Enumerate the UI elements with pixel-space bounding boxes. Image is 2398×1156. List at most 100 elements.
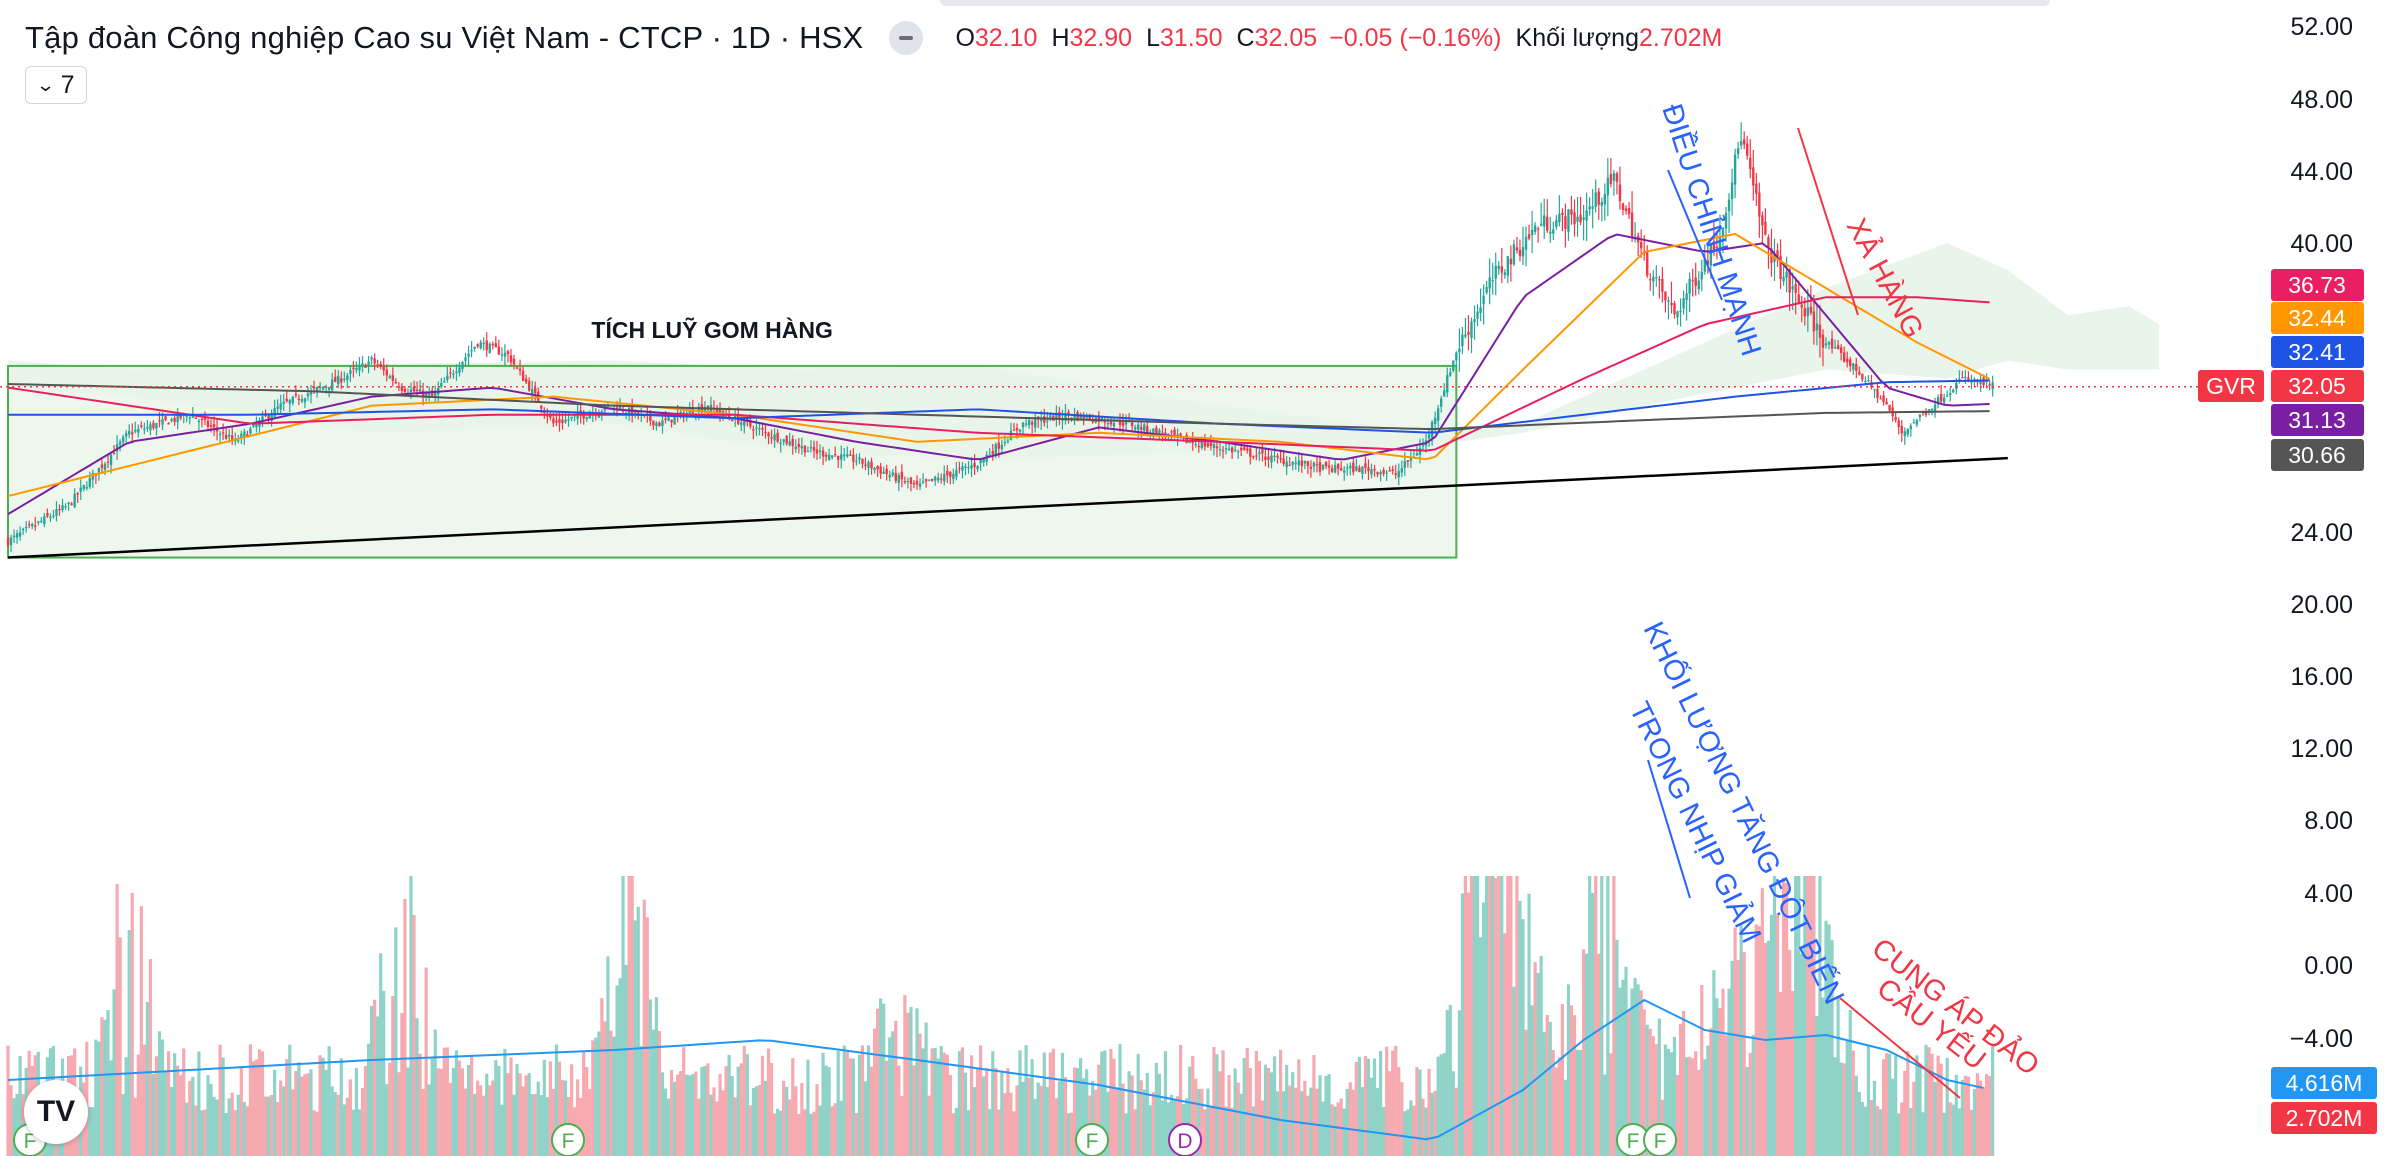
candle-body — [185, 415, 188, 417]
candle-body — [1173, 429, 1176, 436]
volume-bar — [839, 1100, 843, 1156]
volume-bar — [330, 1086, 334, 1156]
moving-average-line-1[interactable] — [7, 233, 1990, 516]
price-tag[interactable] — [2271, 370, 2364, 402]
volume-bar — [1624, 966, 1628, 1156]
candle-body — [243, 431, 246, 437]
candle-body — [40, 520, 43, 523]
indicators-toggle-button[interactable]: ⌄ 7 — [25, 66, 87, 104]
volume-bar — [733, 1097, 737, 1156]
candle-body — [688, 409, 691, 414]
price-tag[interactable] — [2271, 404, 2364, 436]
candle-body — [503, 352, 507, 357]
candle-body — [927, 479, 931, 481]
volume-bar — [1751, 1034, 1755, 1156]
candle-body — [1812, 311, 1816, 332]
volume-bar — [606, 956, 610, 1156]
moving-average-line-4[interactable] — [8, 379, 1990, 434]
candle-body — [449, 372, 452, 374]
price-axis-tick: 52.00 — [2290, 13, 2353, 41]
volume-bar — [1151, 1092, 1155, 1156]
moving-average-line-2[interactable] — [7, 232, 1991, 498]
volume-bar — [294, 1071, 298, 1156]
volume-bar — [479, 1085, 483, 1156]
volume-bar — [1988, 1076, 1992, 1156]
volume-bar — [466, 1065, 471, 1156]
event-marker[interactable] — [1168, 1123, 1202, 1156]
support-trend-line[interactable] — [7, 456, 2008, 559]
volume-bar — [203, 1109, 207, 1156]
close-value: 32.05 — [1254, 23, 1318, 52]
volume-bar — [1933, 1081, 1937, 1156]
volume-bar — [963, 1072, 968, 1156]
volume-bar — [745, 1054, 749, 1156]
symbol-tag[interactable] — [2198, 370, 2264, 402]
candle-body — [1067, 411, 1070, 415]
candle-body — [1903, 431, 1906, 437]
candle-body — [1340, 467, 1343, 471]
volume-bar — [1094, 1089, 1098, 1156]
candle-body — [43, 516, 46, 525]
moving-average-line-5[interactable] — [7, 382, 1990, 431]
price-axis-tick: 40.00 — [2290, 230, 2353, 258]
price-tag[interactable] — [2271, 336, 2364, 368]
candle-body — [376, 364, 379, 366]
volume-bar — [1957, 1108, 1961, 1156]
tradingview-logo-icon[interactable]: TV — [24, 1080, 88, 1144]
volume-bar — [1512, 986, 1516, 1156]
volume-bar — [1030, 1058, 1034, 1156]
candle-body — [221, 432, 225, 434]
volume-bar — [342, 1104, 346, 1156]
volume-moving-average-line[interactable] — [7, 998, 1984, 1141]
candle-body — [1673, 303, 1676, 315]
collapse-legend-button[interactable] — [889, 21, 924, 55]
volume-tag[interactable] — [2271, 1067, 2377, 1099]
volume-bar — [1557, 1057, 1561, 1156]
candle-body — [409, 389, 413, 392]
volume-bar — [106, 1009, 110, 1156]
volume-bar — [1291, 1072, 1295, 1156]
event-marker[interactable] — [551, 1123, 585, 1156]
candle-body — [1000, 444, 1004, 450]
candle-body — [1324, 461, 1328, 467]
candle-body — [1933, 404, 1937, 413]
price-tag[interactable] — [2271, 302, 2364, 334]
volume-bar — [345, 1097, 349, 1156]
volume-bar — [448, 1082, 452, 1156]
candle-body — [758, 428, 761, 430]
candle-body — [1909, 425, 1913, 430]
volume-bar — [115, 884, 119, 1156]
volume-bar — [1430, 1092, 1434, 1156]
candle-body — [1967, 377, 1970, 381]
candle-body — [137, 428, 140, 433]
volume-bar — [1760, 888, 1764, 1156]
symbol-title[interactable]: Tập đoàn Công nghiệp Cao su Việt Nam - C… — [25, 20, 864, 55]
volume-bar — [200, 1110, 204, 1156]
candle-body — [1567, 209, 1570, 232]
candle-body — [933, 476, 937, 481]
candle-body — [1003, 442, 1007, 444]
volume-bar — [748, 1105, 752, 1156]
moving-average-line-3[interactable] — [7, 296, 1990, 452]
candle-body — [840, 454, 843, 460]
volume-bar — [854, 1113, 858, 1156]
price-tag[interactable] — [2271, 269, 2364, 301]
volume-bar — [836, 1050, 840, 1156]
candle-body — [1427, 434, 1431, 439]
volume-bar — [1639, 990, 1643, 1156]
candle-body — [1109, 420, 1113, 425]
volume-bar — [1115, 1087, 1119, 1156]
accumulation-box[interactable] — [7, 364, 1458, 559]
candle-body — [546, 414, 549, 417]
candle-body — [1097, 415, 1100, 423]
volume-tag[interactable] — [2271, 1102, 2377, 1134]
event-marker[interactable] — [1643, 1123, 1677, 1156]
price-tag[interactable] — [2271, 439, 2364, 471]
event-marker[interactable] — [1075, 1123, 1109, 1156]
candle-body — [418, 389, 422, 393]
volume-bar — [897, 1065, 901, 1156]
volume-bar — [1685, 1057, 1689, 1156]
top-scroll-bar[interactable] — [940, 0, 2050, 6]
volume-bar — [366, 1043, 371, 1156]
